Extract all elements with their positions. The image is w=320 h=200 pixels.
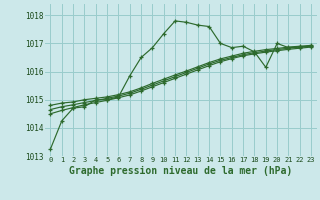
- X-axis label: Graphe pression niveau de la mer (hPa): Graphe pression niveau de la mer (hPa): [69, 166, 292, 176]
